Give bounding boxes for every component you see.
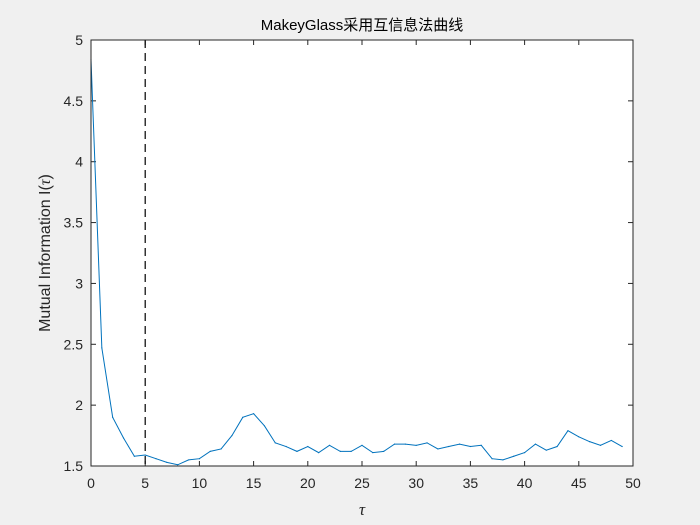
data-point [285,445,287,448]
data-point [469,445,471,448]
x-tick-label: 45 [571,475,587,491]
data-point [133,455,135,457]
data-point [112,416,114,418]
data-point [122,437,125,439]
plot-area [91,40,633,466]
x-tick-label: 35 [463,475,479,491]
data-point [231,434,233,437]
y-tick-label: 3.5 [64,215,84,231]
chart-title: MakeyGlass采用互信息法曲线 [261,17,464,34]
data-point [220,448,222,450]
data-point [383,450,385,452]
data-point [187,459,190,461]
x-tick-label: 5 [141,475,149,491]
data-point [296,450,298,452]
data-point [263,425,266,427]
data-point [404,443,406,445]
data-point [361,444,363,446]
y-tick-label: 2 [75,397,83,413]
data-point [448,445,450,448]
x-tick-label: 0 [87,475,95,491]
y-tick-label: 3 [75,275,83,291]
y-axis-label-symbol: τ [37,178,54,185]
data-point [209,450,211,452]
data-point [610,439,612,442]
data-point [339,450,341,452]
data-point [426,442,428,444]
data-point [415,444,417,446]
x-tick-label: 40 [517,475,533,491]
data-point [599,444,602,446]
y-axis-label: Mutual Information I(τ) [37,174,54,332]
x-axis-tick-labels: 0 5 10 15 20 25 30 35 40 45 50 [87,475,641,491]
plot-border [90,39,634,467]
x-tick-label: 50 [625,475,641,491]
data-point [480,444,482,446]
data-point [513,455,515,457]
data-point [242,416,244,418]
data-point [274,442,276,444]
data-points [90,58,623,466]
data-point [621,445,623,448]
data-point [524,452,526,454]
data-point [567,430,569,432]
data-point [177,464,179,466]
data-point [437,448,439,450]
data-point [372,452,374,454]
x-axis-label: τ [359,500,366,519]
data-point [318,452,320,454]
data-point [458,443,461,445]
data-point [166,461,168,463]
y-tick-label: 4.5 [64,93,84,109]
data-point [502,459,504,461]
data-point [556,445,558,448]
data-point [101,347,103,349]
y-tick-label: 1.5 [64,458,84,474]
data-point [198,458,200,460]
data-point [534,443,537,445]
data-point [589,441,591,443]
series-line [90,59,623,466]
y-axis-label-suffix: ) [37,174,54,179]
y-axis-label-prefix: Mutual Information I( [37,185,54,332]
data-point [155,458,157,460]
data-point [491,458,493,460]
x-tick-label: 30 [408,475,424,491]
data-point [144,454,146,456]
x-tick-label: 10 [192,475,208,491]
data-point [350,450,352,452]
x-tick-label: 25 [354,475,370,491]
x-tick-label: 15 [246,475,262,491]
data-point [393,443,396,445]
y-axis-tick-labels: 1.5 2 2.5 3 3.5 4 4.5 5 [64,32,84,474]
y-tick-label: 4 [75,154,83,170]
data-point [328,444,331,446]
y-tick-label: 2.5 [64,336,84,352]
data-point [578,436,580,438]
y-tick-label: 5 [75,32,83,48]
data-point [307,445,309,448]
x-tick-label: 20 [300,475,316,491]
data-point [545,449,547,451]
data-point [253,413,255,415]
